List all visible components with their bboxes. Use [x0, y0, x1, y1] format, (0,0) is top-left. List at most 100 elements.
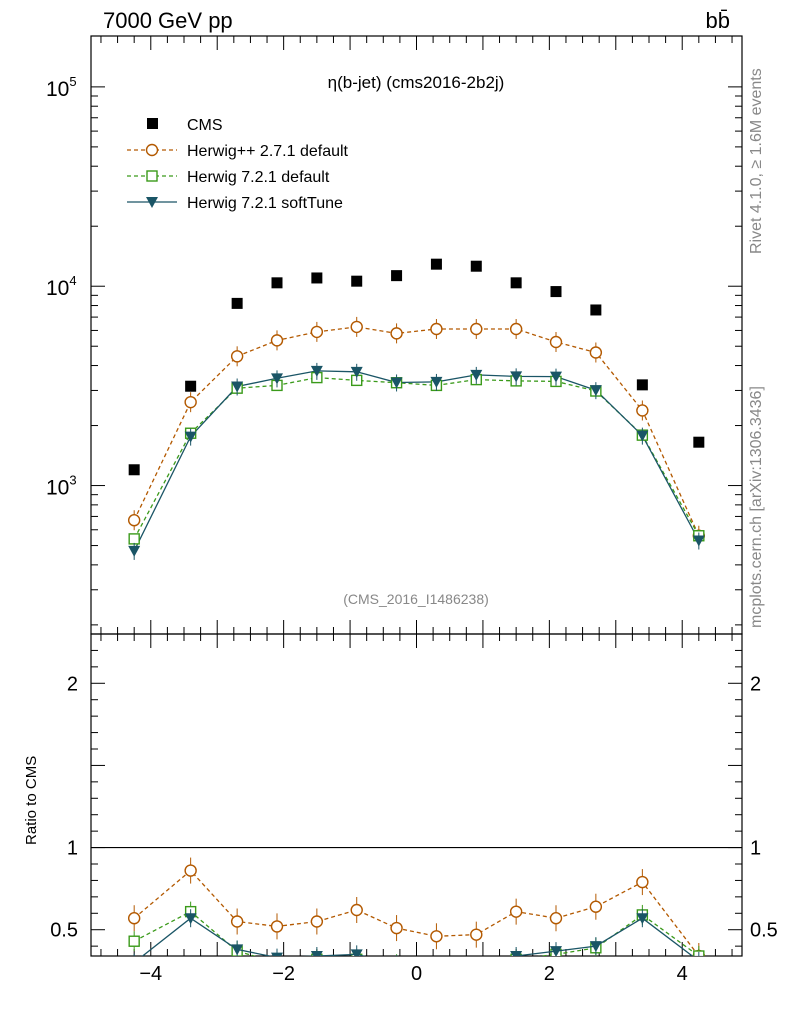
ratio-herwigpp-point: [430, 930, 443, 943]
cms-data-point: [590, 304, 602, 316]
ratio-herwig7-softtune-point: [184, 913, 197, 925]
herwig7-softtune-point: [636, 430, 649, 442]
ratio-herwig7-softtune-point: [231, 944, 244, 956]
legend-entry-herwig7-default: Herwig 7.2.1 default: [127, 169, 330, 186]
ratio-y-tick-label-right: 1: [750, 838, 761, 860]
x-tick-label: −2: [272, 963, 295, 985]
main-y-tick-label: 104: [46, 273, 77, 300]
cms-data-point: [430, 258, 442, 270]
ratio-herwig7-default-point: [128, 935, 140, 947]
ratio-herwigpp-point: [350, 903, 363, 917]
ratio-herwig7-softtune-point: [636, 913, 649, 925]
ratio-herwig7-softtune-point: [350, 949, 363, 956]
legend-entry-herwig7-softtune: Herwig 7.2.1 softTune: [127, 195, 343, 212]
herwig7-softtune-point: [510, 371, 523, 383]
cms-data-point: [693, 436, 705, 448]
herwig7-softtune-point: [310, 365, 323, 377]
process-label: bb̄: [706, 8, 730, 33]
ratio-herwigpp-point: [390, 921, 403, 935]
cms-data-point: [510, 277, 522, 289]
ratio-herwig7-softtune-point: [550, 946, 562, 956]
main-plot-panel: η(b-jet) (cms2016-2b2j) (CMS_2016_I14862…: [46, 35, 743, 635]
ratio-herwigpp-point: [230, 915, 244, 928]
legend-herwigpp-marker: [145, 143, 159, 157]
main-y-tick-exponent: 3: [69, 473, 76, 488]
ratio-herwig7-softtune-point: [589, 941, 602, 953]
x-tick-label: 4: [677, 963, 688, 985]
ratio-herwig7-softtune-point: [510, 951, 523, 956]
legend-cms-label: CMS: [187, 117, 223, 134]
herwig7-softtune-point: [128, 545, 141, 557]
cms-data-point: [351, 275, 363, 287]
x-tick-label: 2: [544, 963, 555, 985]
ratio-herwigpp-point: [310, 915, 324, 928]
ratio-herwig7-default-point: [471, 963, 481, 973]
herwigpp-point: [589, 346, 603, 359]
cms-data-point: [231, 297, 243, 309]
ratio-series-line: [133, 910, 700, 956]
ratio-herwigpp-point: [549, 912, 563, 925]
legend-herwig7-softtune-label: Herwig 7.2.1 softTune: [187, 195, 343, 212]
herwigpp-point: [310, 325, 324, 339]
main-y-tick-exponent: 5: [69, 74, 76, 89]
rivet-version-label: Rivet 4.1.0, ≥ 1.6M events: [748, 68, 765, 254]
ratio-herwig7-default-point: [431, 966, 441, 976]
herwig7-softtune-point: [470, 369, 483, 381]
main-y-tick-label: 105: [46, 74, 77, 101]
legend-entry-cms: CMS: [147, 117, 223, 134]
main-series-group: [127, 258, 706, 560]
ratio-plot-panel: 0.5 0.5 1 1 2 2 −4 −2 0 2 4 Ratio to CMS: [23, 633, 778, 985]
legend-herwig7-softtune-marker: [146, 197, 158, 208]
herwigpp-point: [350, 320, 363, 334]
legend: CMS Herwig++ 2.7.1 default Herwig 7.2.1 …: [127, 117, 349, 212]
cms-data-point: [550, 286, 562, 298]
main-y-tick-label: 103: [46, 473, 77, 500]
herwig7-softtune-point: [692, 535, 705, 547]
ratio-herwig7-softtune-point: [310, 951, 323, 956]
ratio-herwig7-softtune-point: [470, 961, 482, 972]
energy-label: 7000 GeV pp: [103, 8, 233, 33]
cms-data-point: [470, 260, 482, 272]
herwigpp-point: [509, 322, 523, 336]
ratio-y-tick-label-left: 1: [67, 838, 78, 860]
cms-data-point: [271, 277, 283, 289]
ratio-series-line: [141, 917, 694, 956]
herwig7-softtune-point: [350, 366, 363, 378]
legend-herwig7-default-marker: [146, 170, 158, 182]
herwigpp-point: [430, 322, 443, 336]
cms-data-point: [636, 379, 648, 391]
main-series-line: [133, 370, 700, 552]
herwig7-softtune-point: [589, 385, 602, 397]
herwig7-softtune-point: [390, 377, 403, 389]
ratio-herwig7-softtune-point: [271, 952, 283, 956]
herwig7-softtune-point: [231, 381, 244, 393]
herwigpp-point: [127, 514, 141, 527]
herwig7-softtune-point: [430, 376, 443, 388]
ratio-herwigpp-point: [509, 905, 523, 918]
ratio-herwigpp-point: [589, 900, 603, 913]
herwigpp-point: [390, 327, 403, 340]
herwigpp-point: [636, 404, 649, 417]
legend-entry-herwigpp: Herwig++ 2.7.1 default: [127, 143, 349, 160]
ratio-herwig7-softtune-point: [692, 955, 705, 956]
legend-cms-marker: [147, 118, 158, 129]
ratio-herwig7-softtune-point: [430, 964, 442, 975]
main-series-line: [133, 326, 700, 536]
ratio-herwigpp-point: [270, 920, 284, 933]
ratio-y-tick-label-right: 0.5: [750, 920, 778, 942]
legend-herwig7-default-label: Herwig 7.2.1 default: [187, 169, 330, 186]
cms-data-point: [311, 272, 323, 284]
cms-data-point: [128, 464, 140, 476]
ratio-y-tick-label-left: 0.5: [50, 920, 78, 942]
ratio-y-axis-label: Ratio to CMS: [23, 756, 40, 845]
mcplots-label: mcplots.cern.ch [arXiv:1306.3436]: [748, 386, 765, 628]
ratio-herwig7-default-point: [392, 959, 402, 969]
main-y-tick-labels: 103 104 105: [46, 74, 77, 500]
main-y-tick-exponent: 4: [69, 273, 76, 288]
ratio-herwigpp-point: [127, 912, 141, 925]
x-tick-label: 0: [411, 963, 422, 985]
ratio-tick-labels: 0.5 0.5 1 1 2 2 −4 −2 0 2 4: [50, 673, 778, 985]
herwig7-softtune-point: [550, 371, 562, 383]
herwig7-default-point: [128, 533, 140, 545]
